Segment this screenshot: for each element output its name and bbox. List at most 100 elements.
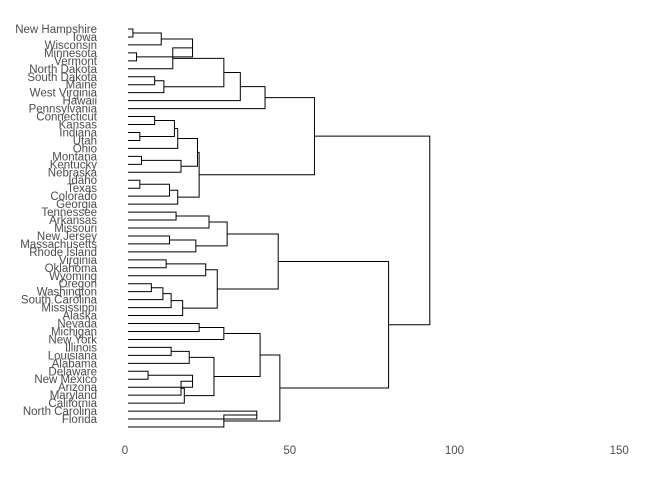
leaf-label: Arizona xyxy=(58,382,98,394)
dendrogram-branch xyxy=(199,97,315,176)
leaf-label: Oregon xyxy=(59,279,97,291)
leaf-label: Nevada xyxy=(57,319,97,331)
leaf-label: West Virginia xyxy=(30,88,98,100)
dendrogram-branch xyxy=(128,76,156,86)
dendrogram-branch xyxy=(182,269,218,309)
x-tick-label: 0 xyxy=(122,445,128,457)
dendrogram-branch xyxy=(128,86,266,110)
dendrogram-branch xyxy=(128,52,138,62)
dendrogram-branch xyxy=(128,374,194,388)
dendrogram-branch xyxy=(128,370,149,380)
dendrogram-branch xyxy=(128,28,134,38)
dendrogram-branch xyxy=(195,221,228,247)
dendrogram-branch xyxy=(128,259,167,269)
leaf-label: Connecticut xyxy=(36,112,98,124)
dendrogram-branch xyxy=(217,233,279,290)
leaf-label: Kentucky xyxy=(50,159,98,171)
dendrogram-branch xyxy=(128,410,258,420)
leaf-label: New Jersey xyxy=(37,231,97,243)
leaf-label: Maine xyxy=(66,80,97,92)
x-tick-label: 150 xyxy=(610,445,629,457)
dendrogram-branch xyxy=(128,414,257,428)
leaf-label: South Dakota xyxy=(27,72,97,84)
dendrogram-branch xyxy=(128,283,152,293)
leaf-label: Pennsylvania xyxy=(29,104,98,116)
dendrogram-branch xyxy=(128,293,172,309)
leaf-label: Arkansas xyxy=(49,215,97,227)
leaf-label: Wyoming xyxy=(49,271,97,283)
x-tick-label: 50 xyxy=(283,445,296,457)
dendrogram-branch xyxy=(128,179,141,189)
dendrogram-branch xyxy=(128,183,170,197)
leaf-label: Idaho xyxy=(68,175,97,187)
dendrogram-branch xyxy=(128,346,172,356)
dendrogram-branch xyxy=(128,131,141,141)
dendrogram-branch xyxy=(128,263,207,277)
leaf-label: Virginia xyxy=(59,255,98,267)
leaf-label: New Hampshire xyxy=(15,24,97,36)
dendrogram-branch xyxy=(128,287,164,301)
leaf-label: Alabama xyxy=(52,358,98,370)
dendrogram-branch xyxy=(128,159,182,173)
leaf-label: Ohio xyxy=(73,143,97,155)
leaf-label: Missouri xyxy=(54,223,97,235)
leaf-label: Hawaii xyxy=(62,96,97,108)
leaf-labels: New HampshireIowaWisconsinMinnesotaVermo… xyxy=(15,24,98,426)
dendrogram-branch xyxy=(128,211,177,221)
dendrogram-branch xyxy=(314,135,431,326)
dendrogram-branch xyxy=(128,235,170,245)
dendrogram-branch xyxy=(136,38,194,58)
leaf-label: Delaware xyxy=(48,366,97,378)
dendrogram-branch xyxy=(163,57,225,88)
leaf-label: South Carolina xyxy=(21,295,98,307)
dendrogram-branch xyxy=(139,120,175,137)
leaf-label: Rhode Island xyxy=(29,247,97,259)
leaf-label: Kansas xyxy=(59,120,98,132)
dendrogram-branch xyxy=(128,189,179,205)
leaf-label: Iowa xyxy=(73,32,98,44)
leaf-label: North Dakota xyxy=(29,64,97,76)
leaf-label: Florida xyxy=(62,414,98,426)
leaf-label: Alaska xyxy=(62,311,97,323)
leaf-label: Michigan xyxy=(51,326,97,338)
leaf-label: Georgia xyxy=(56,199,98,211)
dendrogram-branch xyxy=(128,155,142,165)
leaf-label: Nebraska xyxy=(48,167,98,179)
leaf-label: Vermont xyxy=(54,56,98,68)
leaf-label: New York xyxy=(48,334,97,346)
dendrogram-branch xyxy=(177,137,198,167)
leaf-label: Minnesota xyxy=(44,48,98,60)
x-tick-label: 100 xyxy=(445,445,464,457)
leaf-label: Mississippi xyxy=(41,303,97,315)
dendrogram-branch xyxy=(278,260,390,389)
dendrogram-branches xyxy=(128,28,431,428)
dendrogram-branch xyxy=(128,80,165,94)
leaf-label: Montana xyxy=(52,151,97,163)
leaf-label: Colorado xyxy=(50,191,97,203)
x-axis: 0 50 100 150 xyxy=(122,445,629,457)
dendrogram-branch xyxy=(128,215,210,229)
dendrogram-branch xyxy=(128,300,184,317)
dendrogram-branch xyxy=(128,323,200,332)
leaf-label: Texas xyxy=(67,183,97,195)
dendrogram-branch xyxy=(128,350,190,364)
leaf-label: North Carolina xyxy=(23,406,98,418)
leaf-label: Maryland xyxy=(50,390,97,402)
leaf-label: Louisiana xyxy=(48,350,98,362)
leaf-label: Wisconsin xyxy=(45,40,97,52)
dendrogram-branch xyxy=(128,327,225,340)
leaf-label: New Mexico xyxy=(34,374,97,386)
leaf-label: Indiana xyxy=(59,127,97,139)
leaf-label: Illinois xyxy=(65,342,97,354)
dendrogram-branch xyxy=(128,128,179,149)
leaf-label: Massachusetts xyxy=(20,239,97,251)
dendrogram-branch xyxy=(128,239,197,253)
dendrogram-branch xyxy=(177,151,200,198)
leaf-label: Utah xyxy=(73,135,97,147)
leaf-label: Tennessee xyxy=(41,207,97,219)
leaf-label: Washington xyxy=(37,287,97,299)
leaf-label: Oklahoma xyxy=(45,263,98,275)
leaf-label: California xyxy=(48,398,97,410)
dendrogram-branch xyxy=(128,116,156,126)
